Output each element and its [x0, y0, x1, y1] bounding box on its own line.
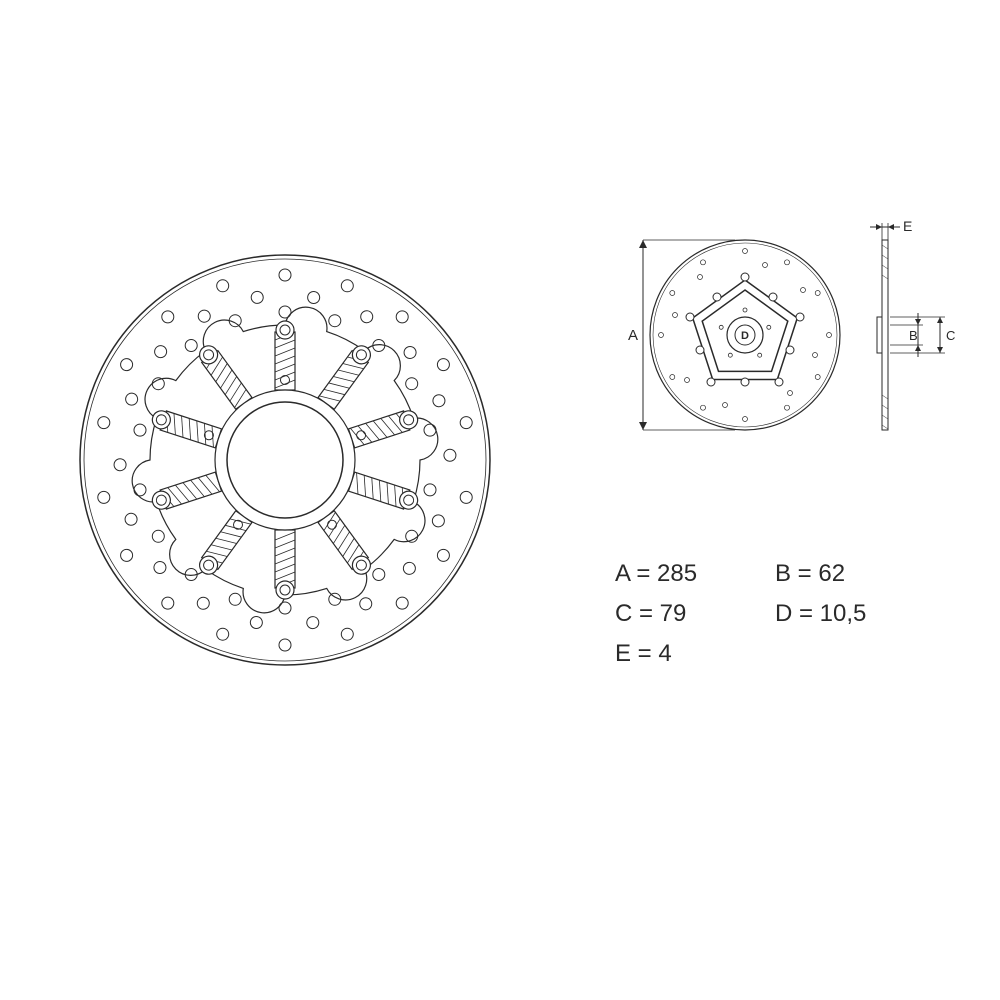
dimension-d-value: D = 10,5: [775, 600, 866, 628]
dimension-b-value: B = 62: [775, 560, 845, 588]
main-brake-disc-diagram: [75, 250, 495, 670]
dim-c-marker: C: [946, 328, 955, 343]
dim-d-marker: D: [741, 330, 749, 342]
dimension-c-value: C = 79: [615, 600, 686, 628]
dim-b-marker: B: [909, 328, 918, 343]
dim-e-marker: E: [903, 218, 912, 234]
dimension-a-value: A = 285: [615, 560, 697, 588]
dim-a-marker: A: [628, 327, 638, 344]
dimension-e-value: E = 4: [615, 640, 672, 668]
dimensioned-brake-disc-diagram: A D E B: [610, 215, 960, 475]
